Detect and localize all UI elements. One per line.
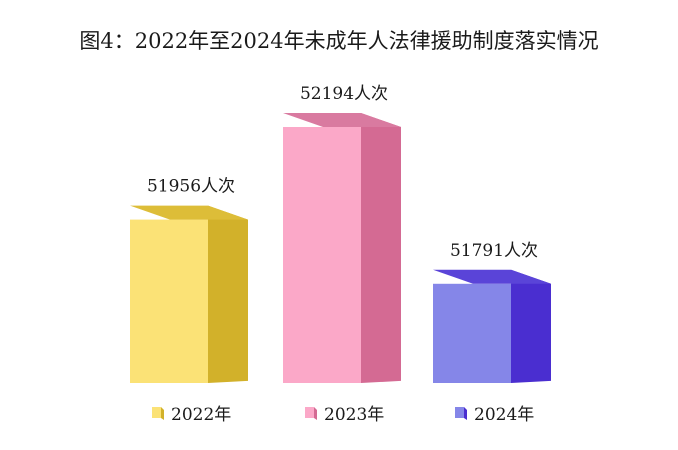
legend-swatch: [152, 407, 161, 418]
bar-side-face: [208, 205, 248, 383]
legend-label: 2023年: [324, 405, 384, 425]
data-label: 51791人次: [450, 241, 538, 261]
bar-1: 51956人次: [130, 177, 248, 383]
legend: 2022年 2023年 2024年: [152, 405, 534, 425]
bar-front-face: [433, 283, 511, 383]
legend-swatch: [305, 407, 314, 418]
legend-item-2: 2023年: [305, 405, 384, 425]
data-label: 51956人次: [147, 177, 235, 197]
bar-top-face: [130, 205, 248, 220]
legend-swatch-side: [314, 407, 317, 420]
bars-group: 51956人次 52194人次 51791人次: [130, 84, 551, 383]
bar-top-face: [433, 269, 551, 284]
bar-front-face: [283, 127, 361, 383]
chart-title: 图4：2022年至2024年未成年人法律援助制度落实情况: [79, 29, 598, 53]
bar-side-face: [511, 269, 551, 383]
legend-item-3: 2024年: [455, 405, 534, 425]
legend-item-1: 2022年: [152, 405, 231, 425]
legend-swatch-side: [464, 407, 467, 420]
bar-2: 52194人次: [283, 84, 401, 383]
bar-front-face: [130, 219, 208, 383]
data-label: 52194人次: [300, 84, 388, 104]
legend-label: 2022年: [171, 405, 231, 425]
bar-3: 51791人次: [433, 241, 551, 383]
legend-label: 2024年: [474, 405, 534, 425]
legend-swatch: [455, 407, 464, 418]
legend-swatch-side: [161, 407, 164, 420]
bar-top-face: [283, 113, 401, 127]
bar-side-face: [361, 113, 401, 383]
